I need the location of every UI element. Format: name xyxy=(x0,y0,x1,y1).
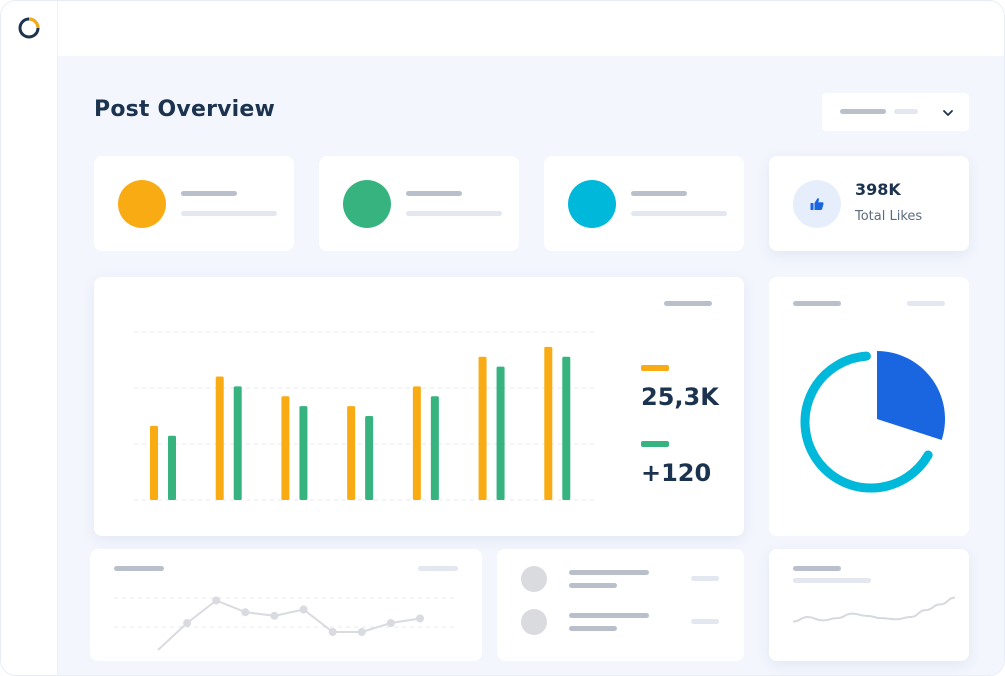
trend-title-placeholder xyxy=(793,566,841,571)
thumbs-up-icon xyxy=(810,198,824,210)
total-likes-card[interactable]: 398K Total Likes xyxy=(769,156,969,251)
bar-mark xyxy=(430,396,439,500)
line-point xyxy=(357,628,366,636)
bar-mark xyxy=(233,386,242,500)
metric-title-placeholder xyxy=(631,191,687,196)
line-series xyxy=(157,599,421,651)
legend-swatch-orange xyxy=(641,365,669,371)
metric-card-orange[interactable] xyxy=(94,156,294,251)
list-item-meta-placeholder xyxy=(691,619,719,624)
bar-chart-title-placeholder xyxy=(664,301,712,306)
pie-ring-slice xyxy=(800,351,933,493)
avatar xyxy=(521,609,547,635)
pie-title-placeholder xyxy=(793,301,841,306)
line-chart-title-placeholder xyxy=(114,566,164,571)
bar-mark xyxy=(150,425,158,500)
avatar xyxy=(521,566,547,592)
metric-title-placeholder xyxy=(406,191,462,196)
bar-mark xyxy=(347,406,356,500)
bar-stat-orange-value: 25,3K xyxy=(641,383,719,411)
bar-mark xyxy=(496,366,505,500)
logo-icon[interactable] xyxy=(17,16,41,40)
bar-mark xyxy=(365,416,374,500)
list-item[interactable] xyxy=(497,592,744,648)
total-likes-value: 398K xyxy=(855,180,901,199)
metric-subtitle-placeholder xyxy=(181,211,277,216)
chevron-down-icon xyxy=(943,110,953,116)
line-point xyxy=(212,596,221,605)
bar-stat-green-value: +120 xyxy=(641,459,712,487)
line-point xyxy=(241,608,250,617)
list-item-title-placeholder xyxy=(569,570,649,575)
bar-mark xyxy=(215,376,224,500)
line-point xyxy=(270,611,279,620)
bar-mark xyxy=(544,346,553,500)
trend-subtitle-placeholder xyxy=(793,578,871,583)
pie-chart xyxy=(800,351,945,493)
bar-mark xyxy=(168,435,176,500)
line-point xyxy=(328,628,337,636)
bar-mark xyxy=(281,396,290,500)
activity-list-card xyxy=(497,549,744,661)
metric-card-green[interactable] xyxy=(319,156,519,251)
line-point xyxy=(183,619,192,627)
line-point xyxy=(386,619,395,627)
total-likes-label: Total Likes xyxy=(855,209,923,224)
bar-mark xyxy=(478,356,487,500)
sidebar xyxy=(1,1,58,675)
list-item-subtitle-placeholder xyxy=(569,626,617,631)
trend-sparkline-chart xyxy=(792,596,956,623)
pie-subtitle-placeholder xyxy=(907,301,945,306)
period-dropdown[interactable] xyxy=(822,93,969,131)
metric-card-cyan[interactable] xyxy=(544,156,744,251)
bar-mark xyxy=(412,386,421,500)
line-point xyxy=(416,614,424,623)
list-item-meta-placeholder xyxy=(691,576,719,581)
bar-mark xyxy=(562,356,571,500)
metric-subtitle-placeholder xyxy=(631,211,727,216)
metric-circle-orange xyxy=(118,180,166,228)
metric-title-placeholder xyxy=(181,191,237,196)
list-item[interactable] xyxy=(497,549,744,605)
metric-subtitle-placeholder xyxy=(406,211,502,216)
dropdown-value-placeholder xyxy=(840,109,886,114)
pie-chart-card xyxy=(769,277,969,536)
bar-chart xyxy=(134,331,594,501)
line-chart xyxy=(114,596,458,651)
line-chart-card xyxy=(90,549,482,661)
list-item-subtitle-placeholder xyxy=(569,583,617,588)
bar-chart-card: 25,3K +120 xyxy=(94,277,744,536)
sparkline-series xyxy=(792,596,956,623)
dropdown-value-placeholder-secondary xyxy=(894,109,918,114)
bar-mark xyxy=(299,406,308,500)
legend-swatch-green xyxy=(641,441,669,447)
metric-circle-cyan xyxy=(568,180,616,228)
likes-icon-badge xyxy=(793,180,841,228)
list-item-title-placeholder xyxy=(569,613,649,618)
line-point xyxy=(299,605,308,614)
pie-slice xyxy=(877,351,945,441)
trend-card xyxy=(769,549,969,661)
page-title: Post Overview xyxy=(94,97,276,122)
metric-circle-green xyxy=(343,180,391,228)
line-chart-subtitle-placeholder xyxy=(418,566,458,571)
